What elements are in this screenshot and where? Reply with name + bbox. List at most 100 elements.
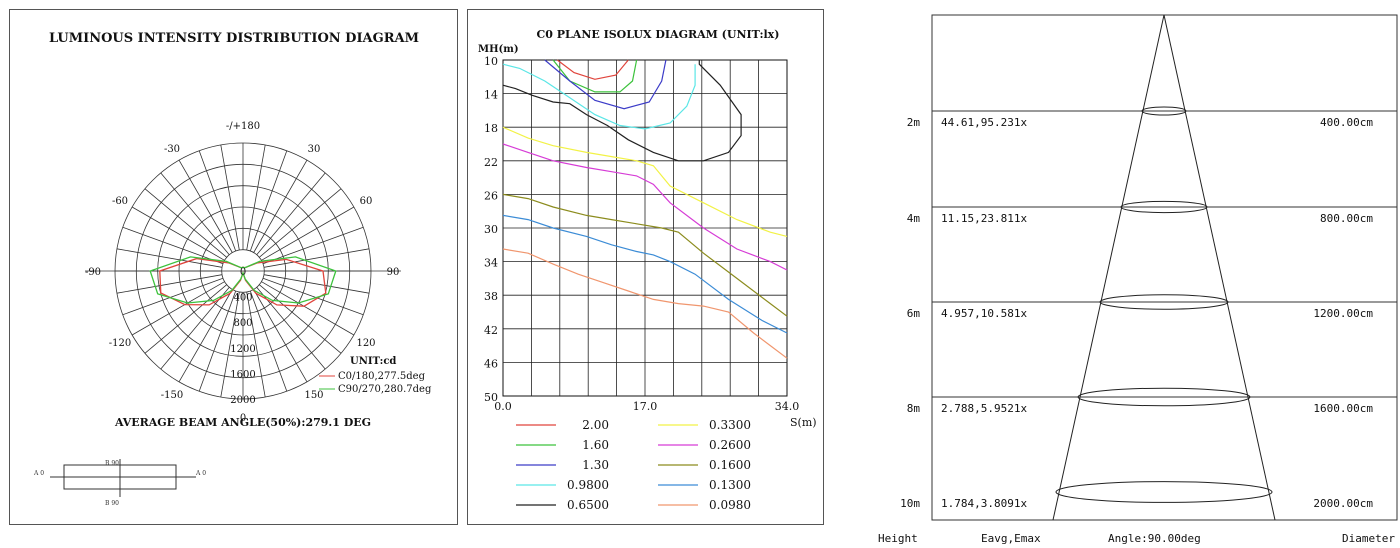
isolux-x-tick: 0.0	[494, 400, 512, 413]
isolux-y-tick: 18	[484, 122, 498, 135]
col-height-header: Height	[878, 532, 918, 544]
polar-spoke	[263, 278, 363, 315]
polar-spoke	[247, 145, 266, 250]
beam-angle-text: AVERAGE BEAM ANGLE(50%):279.1 DEG	[114, 416, 371, 429]
polar-radial-label: 1200	[230, 344, 255, 355]
polar-angle-label: 30	[308, 144, 321, 155]
isolux-y-tick: 46	[484, 357, 498, 370]
polar-spoke	[259, 189, 341, 258]
cone-height-label: 4m	[907, 212, 921, 225]
polar-title: LUMINOUS INTENSITY DISTRIBUTION DIAGRAM	[49, 31, 419, 46]
isolux-curve	[503, 64, 695, 129]
cone-edge-right	[1164, 15, 1275, 520]
polar-angle-label: -120	[109, 338, 131, 349]
polar-angle-label: 60	[360, 196, 373, 207]
polar-spoke	[264, 275, 369, 294]
polar-spoke	[145, 285, 227, 354]
icon-label-left: A 0	[33, 470, 44, 477]
polar-spoke	[123, 227, 223, 264]
cone-panel: 2m 44.61,95.231x 400.00cm 4m 11.15,23.811x 80…	[840, 0, 1400, 544]
isolux-chart: C0 PLANE ISOLUX DIAGRAM (UNIT:lx) MH(m) …	[468, 10, 823, 524]
cone-diameter-value: 1200.00cm	[1313, 307, 1373, 320]
isolux-y-tick: 10	[484, 55, 498, 68]
isolux-y-tick: 34	[484, 257, 498, 270]
isolux-x-tick: 17.0	[633, 400, 658, 413]
cone-e-value: 1.784,3.8091x	[941, 497, 1027, 510]
cone-diameter-value: 1600.00cm	[1313, 402, 1373, 415]
polar-spoke	[259, 285, 341, 354]
isolux-y-tick: 14	[484, 89, 498, 102]
isolux-panel: C0 PLANE ISOLUX DIAGRAM (UNIT:lx) MH(m) …	[467, 9, 824, 525]
polar-spoke	[199, 151, 236, 251]
isolux-y-tick: 26	[484, 189, 498, 202]
polar-angle-label: -/+180	[226, 121, 260, 132]
cone-e-value: 44.61,95.231x	[941, 116, 1027, 129]
polar-angle-label: 90	[387, 267, 400, 278]
cone-edge-left	[1053, 15, 1164, 520]
polar-spoke	[161, 173, 230, 255]
polar-unit-label: UNIT:cd	[350, 356, 396, 367]
icon-label-right: A 0	[195, 470, 206, 477]
polar-angle-label: -60	[112, 196, 128, 207]
polar-radial-label: 800	[233, 318, 252, 329]
cone-e-value: 4.957,10.581x	[941, 307, 1027, 320]
isolux-curve	[503, 60, 741, 161]
polar-spoke	[250, 151, 286, 251]
cone-e-value: 2.788,5.9521x	[941, 402, 1027, 415]
luminaire-orientation-icon: B 90 B 90 A 0 A 0	[33, 459, 206, 507]
cone-diameter-value: 800.00cm	[1320, 212, 1373, 225]
cone-height-label: 6m	[907, 307, 921, 320]
isolux-legend-label: 1.30	[582, 458, 609, 472]
col-eavg-header: Eavg,Emax	[981, 532, 1041, 544]
isolux-legend-label: 0.0980	[709, 498, 751, 512]
isolux-curve	[545, 60, 666, 109]
polar-angle-label: 120	[356, 338, 375, 349]
icon-label-top: B 90	[105, 460, 119, 467]
legend-c90-label: C90/270,280.7deg	[338, 384, 432, 395]
polar-angle-label: 150	[304, 390, 323, 401]
col-diameter-header: Diameter	[1342, 532, 1395, 544]
isolux-curve	[557, 60, 628, 79]
isolux-legend-label: 1.60	[582, 438, 609, 452]
polar-radial-label: 400	[233, 293, 252, 304]
isolux-legend-label: 0.2600	[709, 438, 751, 452]
polar-spoke	[263, 227, 363, 264]
polar-radial-label: 2000	[230, 395, 255, 406]
polar-spoke	[250, 291, 286, 391]
polar-spoke	[145, 189, 227, 258]
polar-radial-label: 1600	[230, 369, 255, 380]
isolux-x-label: S(m)	[790, 416, 817, 429]
polar-chart: LUMINOUS INTENSITY DISTRIBUTION DIAGRAM …	[10, 10, 457, 524]
isolux-legend-label: 2.00	[582, 418, 609, 432]
isolux-y-label: MH(m)	[478, 44, 519, 55]
legend-c0-label: C0/180,277.5deg	[338, 371, 426, 382]
polar-radial-label: 0	[240, 267, 246, 278]
cone-height-label: 10m	[900, 497, 920, 510]
angle-label: Angle:90.00deg	[1108, 532, 1201, 544]
isolux-y-tick: 38	[484, 290, 498, 303]
isolux-legend-label: 0.1300	[709, 478, 751, 492]
cone-diameter-value: 400.00cm	[1320, 116, 1373, 129]
isolux-legend-label: 0.1600	[709, 458, 751, 472]
cone-e-value: 11.15,23.811x	[941, 212, 1027, 225]
isolux-title: C0 PLANE ISOLUX DIAGRAM (UNIT:lx)	[537, 28, 780, 41]
cone-diameter-value: 2000.00cm	[1313, 497, 1373, 510]
polar-angle-label: -30	[164, 144, 180, 155]
cone-ellipse	[1056, 482, 1272, 503]
isolux-legend-label: 0.6500	[567, 498, 609, 512]
isolux-legend-label: 0.9800	[567, 478, 609, 492]
cone-height-label: 8m	[907, 402, 921, 415]
isolux-y-tick: 30	[484, 223, 498, 236]
cone-chart: 2m 44.61,95.231x 400.00cm 4m 11.15,23.811x 80…	[840, 0, 1398, 544]
isolux-x-tick: 34.0	[775, 400, 800, 413]
isolux-legend-label: 0.3300	[709, 418, 751, 432]
polar-spoke	[257, 173, 326, 255]
polar-angle-label: -150	[161, 390, 183, 401]
isolux-y-tick: 22	[484, 156, 498, 169]
polar-spoke	[117, 275, 222, 294]
icon-label-bottom: B 90	[105, 500, 119, 507]
cone-height-label: 2m	[907, 116, 921, 129]
polar-angle-label: -90	[85, 267, 101, 278]
isolux-y-tick: 42	[484, 324, 498, 337]
polar-spoke	[221, 145, 240, 250]
